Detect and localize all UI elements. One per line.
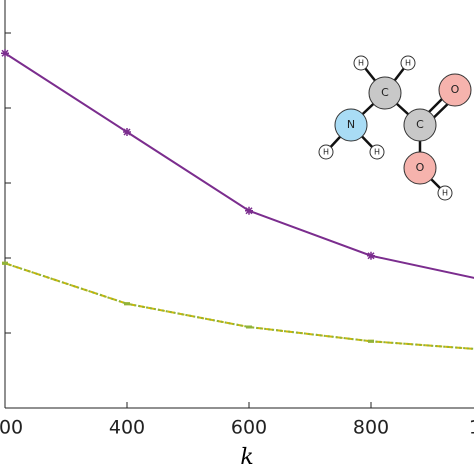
marker — [245, 206, 253, 215]
atom-label: H — [374, 148, 380, 157]
marker — [1, 49, 9, 58]
atom-label: N — [347, 118, 355, 131]
marker — [368, 339, 374, 343]
x-tick-label: 600 — [231, 417, 267, 439]
atom — [353, 55, 369, 71]
atom-label: H — [442, 189, 448, 198]
x-tick-label: 800 — [353, 417, 389, 439]
atom — [400, 55, 416, 71]
atom-label: H — [358, 59, 364, 68]
atom-label: H — [323, 148, 329, 157]
marker — [124, 302, 130, 306]
x-tick-label: 200 — [0, 417, 23, 439]
atom — [369, 144, 385, 160]
atom-label: O — [416, 161, 425, 174]
x-tick-label: 400 — [109, 417, 145, 439]
marker — [2, 261, 8, 265]
series-line — [4, 262, 474, 350]
atom-label: H — [405, 59, 411, 68]
molecule-diagram: H H C N C O O H H H — [318, 55, 472, 201]
atom — [318, 144, 334, 160]
atom — [437, 185, 453, 201]
x-axis-label: k — [240, 445, 253, 470]
atom-label: C — [416, 118, 424, 131]
atom-label: O — [451, 83, 460, 96]
atom — [403, 108, 437, 142]
atom — [403, 151, 437, 185]
atom-label: C — [381, 86, 389, 99]
marker — [123, 128, 131, 136]
atom — [334, 108, 368, 142]
marker — [367, 251, 375, 260]
marker — [246, 325, 252, 329]
atom — [438, 73, 472, 107]
x-tick-label: 1000 — [469, 417, 474, 439]
atom — [368, 76, 402, 110]
series-line — [4, 262, 474, 350]
